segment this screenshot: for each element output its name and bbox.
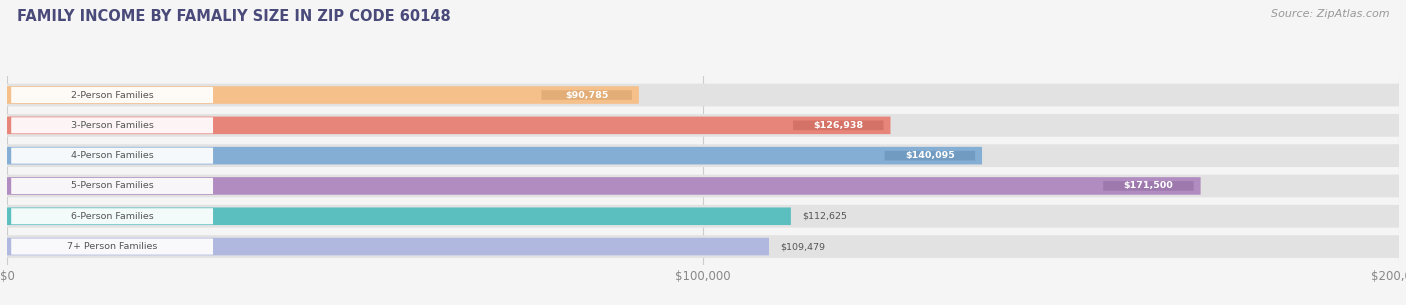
FancyBboxPatch shape — [7, 238, 769, 255]
Text: $90,785: $90,785 — [565, 91, 609, 99]
Text: FAMILY INCOME BY FAMALIY SIZE IN ZIP CODE 60148: FAMILY INCOME BY FAMALIY SIZE IN ZIP COD… — [17, 9, 450, 24]
Text: 7+ Person Families: 7+ Person Families — [67, 242, 157, 251]
FancyBboxPatch shape — [793, 120, 883, 130]
Text: $126,938: $126,938 — [813, 121, 863, 130]
FancyBboxPatch shape — [884, 151, 976, 160]
FancyBboxPatch shape — [7, 207, 790, 225]
FancyBboxPatch shape — [7, 177, 1201, 195]
FancyBboxPatch shape — [541, 90, 631, 100]
FancyBboxPatch shape — [11, 87, 214, 103]
FancyBboxPatch shape — [11, 208, 214, 224]
Text: Source: ZipAtlas.com: Source: ZipAtlas.com — [1271, 9, 1389, 19]
Text: 6-Person Families: 6-Person Families — [70, 212, 153, 221]
FancyBboxPatch shape — [7, 86, 638, 104]
Text: $140,095: $140,095 — [905, 151, 955, 160]
FancyBboxPatch shape — [11, 117, 214, 133]
FancyBboxPatch shape — [7, 174, 1399, 197]
Text: $109,479: $109,479 — [780, 242, 825, 251]
FancyBboxPatch shape — [7, 117, 890, 134]
FancyBboxPatch shape — [7, 144, 1399, 167]
FancyBboxPatch shape — [7, 205, 1399, 228]
Text: 5-Person Families: 5-Person Families — [70, 181, 153, 190]
FancyBboxPatch shape — [7, 147, 981, 164]
Text: 3-Person Families: 3-Person Families — [70, 121, 153, 130]
FancyBboxPatch shape — [11, 148, 214, 164]
Text: 2-Person Families: 2-Person Families — [70, 91, 153, 99]
FancyBboxPatch shape — [11, 239, 214, 255]
FancyBboxPatch shape — [1104, 181, 1194, 191]
FancyBboxPatch shape — [7, 84, 1399, 106]
FancyBboxPatch shape — [7, 235, 1399, 258]
Text: $171,500: $171,500 — [1123, 181, 1173, 190]
FancyBboxPatch shape — [7, 114, 1399, 137]
FancyBboxPatch shape — [11, 178, 214, 194]
Text: $112,625: $112,625 — [801, 212, 846, 221]
Text: 4-Person Families: 4-Person Families — [70, 151, 153, 160]
